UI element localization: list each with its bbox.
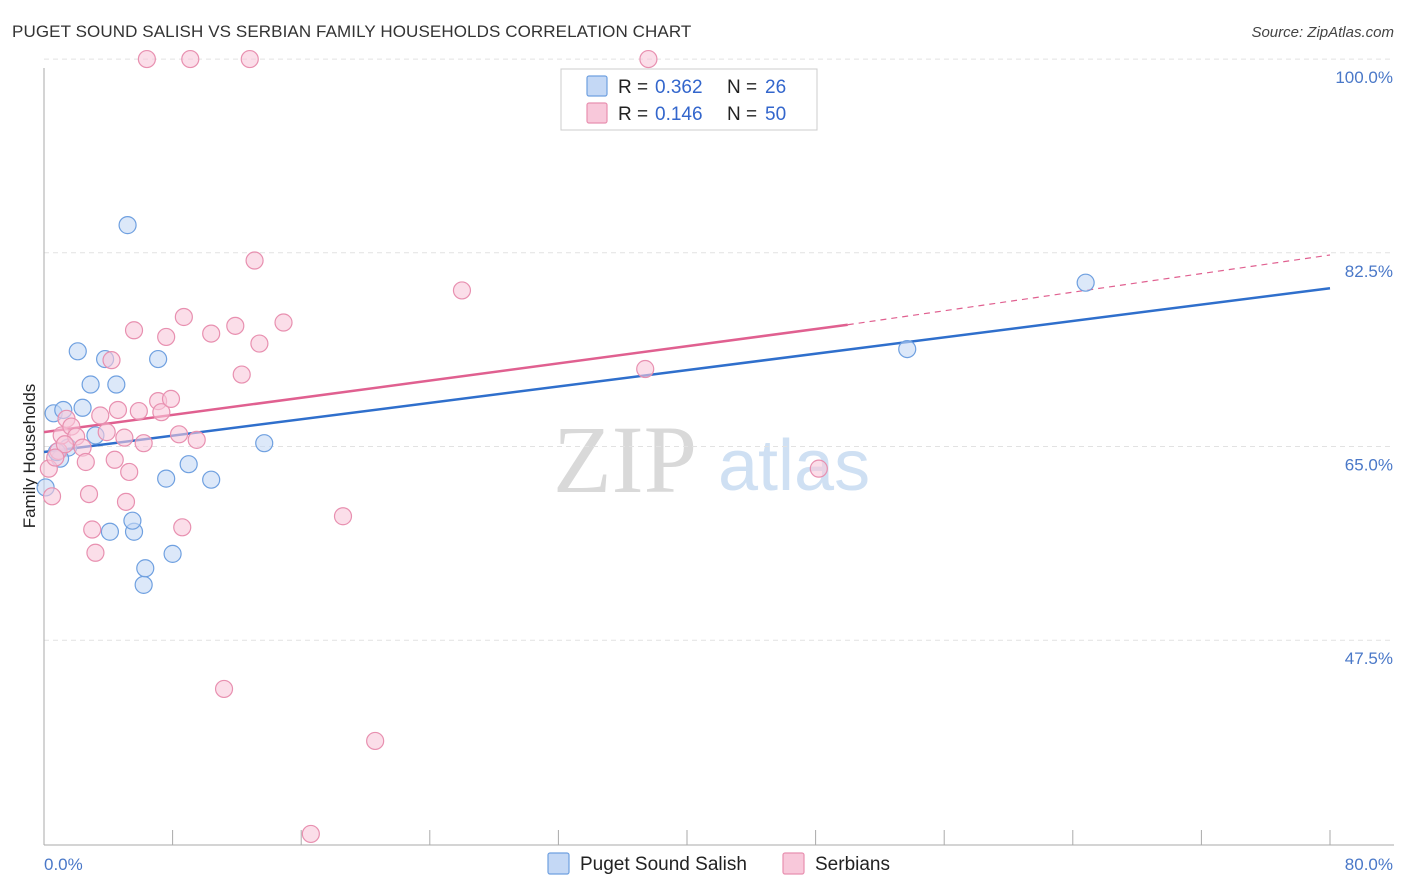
- serbian-point-13: [102, 351, 121, 370]
- serbian-point-18: [120, 462, 139, 482]
- salish-point-6: [81, 375, 100, 394]
- serbian-point-41: [333, 507, 353, 526]
- salish-point-12: [123, 511, 142, 530]
- serbian-point-37: [245, 251, 264, 270]
- x-tick-label-1: 80.0%: [1345, 855, 1393, 874]
- serbian-point-27: [169, 425, 189, 444]
- y-tick-labels: 100.0% 82.5% 65.0% 47.5%: [1335, 68, 1393, 668]
- serbian-point-35: [232, 365, 251, 384]
- serbian-point-21: [134, 434, 153, 453]
- salish-point-20: [255, 434, 274, 453]
- salish-point-10: [118, 216, 137, 235]
- salish-point-16: [157, 469, 176, 488]
- bottom-legend-label-salish: Puget Sound Salish: [580, 854, 747, 875]
- axes: [43, 68, 1394, 846]
- serbian-point-8: [79, 484, 99, 504]
- source-label: Source: ZipAtlas.com: [1251, 24, 1394, 41]
- serbian-point-31: [187, 430, 206, 449]
- serbian-point-24: [152, 403, 171, 422]
- serbian-point-47: [55, 435, 74, 454]
- y-tick-label-0: 100.0%: [1335, 68, 1393, 87]
- serbian-point-10: [86, 543, 105, 562]
- legend-n-label-serbians: N =: [727, 104, 757, 125]
- salish-point-4: [68, 342, 87, 361]
- x-tick-labels: 0.0% 80.0%: [44, 855, 1393, 874]
- legend-swatch-salish: [586, 75, 608, 97]
- serbian-point-30: [181, 49, 200, 69]
- serbian-point-39: [274, 313, 293, 332]
- y-axis-label: Family Households: [20, 384, 39, 529]
- salish-point-9: [107, 375, 126, 394]
- legend-swatch-serbians: [586, 102, 608, 124]
- grid-lines: [44, 58, 1394, 641]
- bottom-legend-swatch-serbians: [782, 852, 805, 875]
- salish-point-5: [73, 398, 92, 417]
- legend-r-label-salish: R =: [618, 77, 648, 98]
- serbian-point-43: [452, 281, 472, 300]
- serbian-point-17: [116, 492, 136, 511]
- legend-box: R = 0.362 N = 26 R = 0.146 N = 50: [560, 68, 818, 131]
- serbian-point-25: [157, 327, 176, 347]
- serbian-point-26: [161, 389, 181, 409]
- serbian-point-44: [636, 359, 655, 379]
- serbian-point-36: [240, 49, 259, 69]
- serbian-point-11: [91, 406, 110, 425]
- salish-point-17: [163, 544, 182, 563]
- salish-point-23: [1076, 273, 1095, 292]
- serbian-point-16: [115, 428, 134, 447]
- serbian-point-42: [366, 731, 385, 751]
- watermark-atlas: atlas: [718, 426, 870, 506]
- legend-n-value-serbians: 50: [765, 104, 786, 125]
- watermark-zip: ZIP: [553, 406, 697, 513]
- serbian-point-22: [137, 49, 156, 69]
- legend-n-label-salish: N =: [727, 77, 757, 98]
- serbian-point-14: [105, 450, 124, 469]
- serbian-point-29: [173, 518, 192, 537]
- legend-n-value-salish: 26: [765, 77, 786, 98]
- legend-r-label-serbians: R =: [618, 104, 648, 125]
- trend-line-0: [43, 286, 1331, 454]
- serbian-point-49: [46, 448, 65, 467]
- y-tick-label-3: 47.5%: [1345, 649, 1393, 668]
- serbian-point-34: [226, 316, 245, 335]
- y-tick-label-2: 65.0%: [1345, 456, 1393, 475]
- serbian-point-38: [250, 334, 269, 353]
- legend-r-value-salish: 0.362: [655, 77, 703, 98]
- serbian-point-33: [214, 679, 234, 699]
- x-tick-label-0: 0.0%: [44, 855, 83, 874]
- serbian-point-40: [301, 824, 320, 844]
- salish-point-13: [134, 575, 153, 594]
- salish-point-18: [179, 455, 198, 474]
- trend-line-1: [43, 323, 848, 434]
- serbian-point-20: [129, 401, 148, 421]
- bottom-legend: Puget Sound Salish Serbians: [547, 852, 890, 875]
- serbian-point-12: [97, 423, 116, 442]
- serbian-point-19: [124, 321, 144, 340]
- serbian-point-32: [202, 324, 221, 343]
- y-tick-label-1: 82.5%: [1345, 262, 1393, 281]
- serbian-point-15: [108, 400, 128, 420]
- salish-point-24: [898, 339, 917, 359]
- salish-point-21: [100, 522, 120, 541]
- serbian-point-45: [639, 49, 658, 69]
- salish-point-15: [149, 349, 168, 369]
- legend-r-value-serbians: 0.146: [655, 104, 703, 125]
- chart-title: PUGET SOUND SALISH VS SERBIAN FAMILY HOU…: [12, 22, 692, 41]
- serbian-point-9: [83, 520, 102, 539]
- salish-point-19: [202, 470, 221, 489]
- serbian-point-28: [174, 307, 193, 327]
- serbian-point-1: [42, 487, 62, 506]
- salish-point-14: [136, 559, 155, 578]
- bottom-legend-swatch-salish: [547, 852, 570, 875]
- data-points: [36, 49, 1095, 844]
- serbian-point-46: [809, 459, 828, 478]
- bottom-legend-label-serbians: Serbians: [815, 854, 890, 875]
- serbian-point-48: [76, 452, 95, 472]
